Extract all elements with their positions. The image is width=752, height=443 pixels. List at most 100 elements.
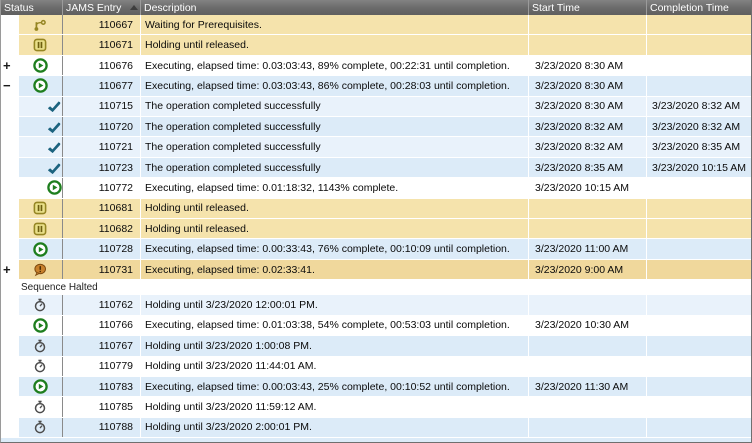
description-cell: Holding until 3/23/2020 2:00:01 PM.	[141, 417, 529, 438]
completion-time-cell	[647, 76, 751, 96]
start-time-cell: 3/23/2020 8:32 AM	[529, 117, 647, 137]
table-row[interactable]: 110788 Holding until 3/23/2020 2:00:01 PM…	[1, 417, 751, 439]
description-cell: Holding until 3/23/2020 12:00:01 PM.	[141, 295, 529, 315]
table-row[interactable]: 110767 Holding until 3/23/2020 1:00:08 PM…	[1, 336, 751, 357]
jams-entry-cell: 110677	[63, 76, 141, 96]
partial-next-row	[1, 438, 751, 442]
start-time-cell	[529, 198, 647, 219]
completion-time-cell	[647, 376, 751, 397]
description-cell: Holding until released.	[141, 219, 529, 239]
status-band	[19, 55, 62, 76]
completion-time-cell	[647, 356, 751, 376]
status-cell	[1, 376, 63, 397]
branch-prerequisite-icon	[33, 18, 47, 32]
check-icon	[47, 99, 62, 113]
table-row[interactable]: + 110676 Executing, elapsed time: 0.03:03…	[1, 55, 751, 77]
table-row[interactable]: 110721 The operation completed successful…	[1, 137, 751, 158]
jams-entry-cell: 110715	[63, 96, 141, 117]
status-band	[19, 178, 62, 198]
description-cell: Executing, elapsed time: 0.03:03:43, 86%…	[141, 76, 529, 96]
start-time-cell: 3/23/2020 8:30 AM	[529, 76, 647, 96]
column-header-label: Status	[4, 1, 34, 14]
completion-time-cell	[647, 55, 751, 76]
completion-time-cell	[647, 295, 751, 315]
table-row[interactable]: 110785 Holding until 3/23/2020 11:59:12 A…	[1, 397, 751, 418]
status-band	[19, 315, 62, 336]
expand-icon[interactable]: +	[1, 262, 19, 278]
column-header-label: Description	[144, 1, 197, 14]
status-cell	[1, 198, 63, 219]
column-header-label: JAMS Entry	[66, 1, 122, 14]
jams-entry-cell: 110682	[63, 219, 141, 239]
table-row[interactable]: 110720 The operation completed successful…	[1, 117, 751, 138]
pause-icon	[33, 222, 47, 236]
status-cell	[1, 336, 63, 356]
table-row[interactable]: 110682 Holding until released.	[1, 219, 751, 240]
table-row[interactable]: 110728 Executing, elapsed time: 0.00:33:4…	[1, 239, 751, 260]
status-cell: +	[1, 259, 63, 280]
table-row[interactable]: 110762 Holding until 3/23/2020 12:00:01 P…	[1, 295, 751, 316]
status-band	[19, 157, 62, 178]
table-row[interactable]: 110671 Holding until released.	[1, 35, 751, 56]
status-cell	[1, 417, 63, 438]
description-cell: The operation completed successfully	[141, 96, 529, 117]
table-row[interactable]: 110772 Executing, elapsed time: 0.01:18:3…	[1, 178, 751, 199]
sort-ascending-icon	[130, 5, 139, 10]
status-cell	[1, 295, 63, 315]
check-icon	[47, 120, 62, 134]
status-band	[19, 356, 62, 376]
start-time-cell: 3/23/2020 11:30 AM	[529, 376, 647, 397]
table-row[interactable]: 110779 Holding until 3/23/2020 11:44:01 A…	[1, 356, 751, 377]
play-icon	[47, 180, 62, 196]
sequence-halted-group-row[interactable]: Sequence Halted	[1, 280, 751, 296]
column-header-start-time[interactable]: Start Time	[529, 0, 647, 15]
start-time-cell: 3/23/2020 9:00 AM	[529, 259, 647, 280]
jams-entry-cell: 110785	[63, 397, 141, 417]
status-band	[19, 137, 62, 157]
table-row[interactable]: 110715 The operation completed successful…	[1, 96, 751, 118]
description-cell: The operation completed successfully	[141, 157, 529, 178]
expand-icon[interactable]: +	[1, 58, 19, 74]
completion-time-cell	[647, 15, 751, 35]
table-row[interactable]: 110723 The operation completed successful…	[1, 157, 751, 179]
status-cell	[1, 35, 63, 55]
status-band	[19, 198, 62, 219]
description-cell: Executing, elapsed time: 0.03:03:43, 89%…	[141, 55, 529, 76]
status-cell	[1, 137, 63, 157]
table-row[interactable]: 110766 Executing, elapsed time: 0.01:03:3…	[1, 315, 751, 337]
status-cell	[1, 219, 63, 239]
table-row[interactable]: 110667 Waiting for Prerequisites.	[1, 15, 751, 36]
status-cell	[1, 15, 63, 35]
start-time-cell	[529, 295, 647, 315]
status-band	[19, 239, 62, 259]
column-header-label: Start Time	[532, 1, 580, 14]
description-cell: The operation completed successfully	[141, 137, 529, 157]
column-header-jams-entry[interactable]: JAMS Entry	[63, 0, 141, 15]
completion-time-cell	[647, 417, 751, 438]
jams-entry-cell: 110772	[63, 178, 141, 198]
check-icon	[47, 140, 62, 154]
start-time-cell	[529, 356, 647, 376]
status-cell	[1, 96, 63, 117]
column-header-status[interactable]: Status	[1, 0, 63, 15]
table-row[interactable]: 110783 Executing, elapsed time: 0.00:03:4…	[1, 376, 751, 398]
table-row[interactable]: − 110677 Executing, elapsed time: 0.03:03…	[1, 76, 751, 97]
description-cell: Executing, elapsed time: 0.00:03:43, 25%…	[141, 376, 529, 397]
jams-entry-cell: 110767	[63, 336, 141, 356]
pause-icon	[33, 201, 47, 215]
column-header-label: Completion Time	[650, 1, 729, 14]
table-row[interactable]: + 110731 Executing, elapsed time: 0.02:33…	[1, 259, 751, 281]
status-cell	[1, 356, 63, 376]
table-row[interactable]: 110681 Holding until released.	[1, 198, 751, 220]
play-icon	[33, 58, 48, 73]
column-header-completion-time[interactable]: Completion Time	[647, 0, 751, 15]
collapse-icon[interactable]: −	[1, 78, 19, 94]
jams-entry-cell: 110671	[63, 35, 141, 55]
status-cell: +	[1, 55, 63, 76]
status-band	[19, 259, 62, 280]
group-row-label: Sequence Halted	[21, 281, 98, 293]
jams-entry-cell: 110731	[63, 259, 141, 280]
column-header-description[interactable]: Description	[141, 0, 529, 15]
status-band	[19, 417, 62, 438]
completion-time-cell	[647, 178, 751, 198]
